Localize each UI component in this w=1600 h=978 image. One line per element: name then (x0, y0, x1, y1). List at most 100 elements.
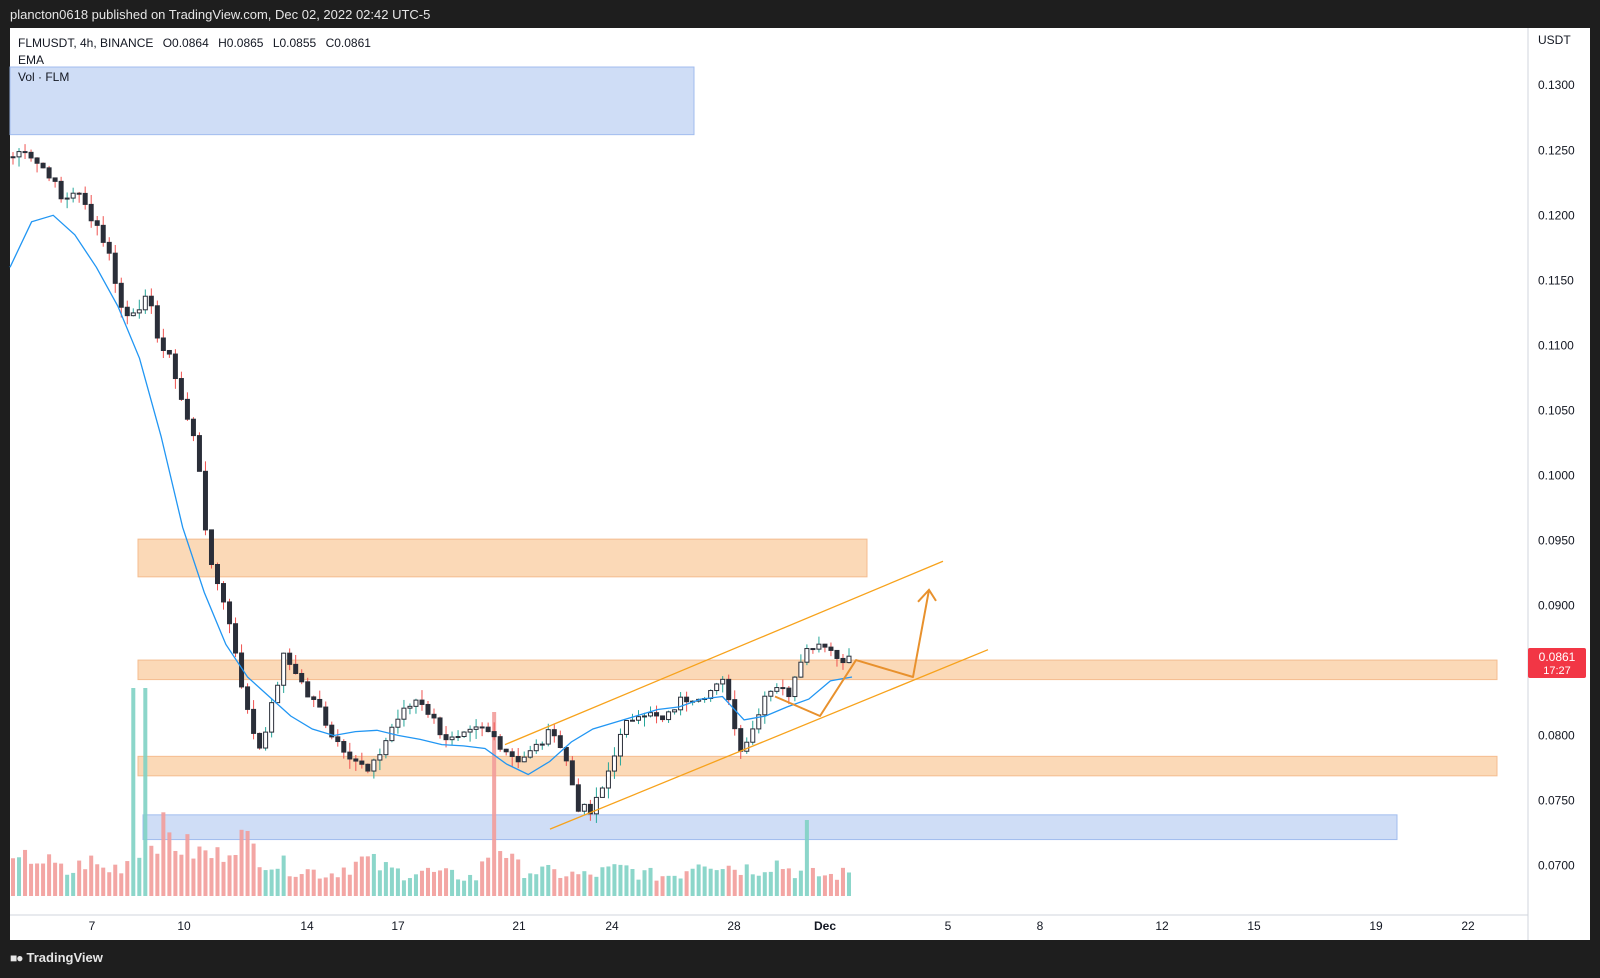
volume-bar (756, 875, 761, 896)
candle (774, 683, 780, 694)
volume-bar (323, 877, 328, 896)
legend-open: O0.0864 (162, 36, 209, 50)
candle-body (281, 652, 287, 686)
candle (245, 683, 251, 714)
candle (744, 737, 750, 754)
volume-bar (456, 879, 461, 896)
candle (383, 737, 389, 759)
time-axis[interactable]: 7 10 14 17 21 24 28 Dec 5 8 12 15 19 22 (89, 919, 1475, 933)
tradingview-logo[interactable]: ■● TradingView (10, 950, 103, 965)
candle-body (714, 683, 720, 692)
time-tick: 14 (300, 919, 314, 933)
zone-layer (9, 66, 1498, 841)
candle (76, 191, 82, 203)
candle-body (611, 755, 617, 772)
candle (635, 710, 641, 725)
candle (221, 581, 227, 610)
candle-body (732, 699, 738, 730)
legend-ema[interactable]: EMA (18, 53, 45, 67)
volume-bar (137, 857, 142, 896)
candle (708, 689, 714, 702)
zone-supply (9, 66, 695, 136)
candle (473, 719, 479, 739)
candle-body (642, 715, 648, 718)
time-tick: 15 (1247, 919, 1261, 933)
candle (479, 722, 485, 737)
candle (106, 237, 112, 261)
volume-bar (281, 855, 286, 896)
candle (166, 349, 172, 358)
candle (527, 745, 533, 759)
candle (623, 719, 629, 738)
volume-bar (263, 870, 268, 896)
volume-bar (822, 875, 827, 896)
candle (569, 756, 575, 786)
candle-body (533, 743, 539, 752)
candle (467, 725, 473, 742)
volume-bar (558, 877, 563, 896)
candle-body (503, 748, 509, 753)
time-tick: 10 (177, 919, 191, 933)
price-axis[interactable]: 0.1300 0.1250 0.1200 0.1150 0.1100 0.1050 0.10… (1538, 78, 1575, 872)
chart-frame[interactable] (10, 28, 1590, 940)
candle-body (10, 156, 16, 159)
candle (58, 176, 64, 203)
volume-bar (570, 871, 575, 896)
candle-body (178, 378, 184, 400)
candle (768, 690, 774, 702)
volume-bar (287, 876, 292, 896)
candle (82, 186, 88, 210)
candle (263, 727, 269, 751)
candle-body (407, 705, 413, 709)
zone-demand (142, 814, 1398, 841)
volume-bar (600, 867, 605, 896)
candle-body (786, 687, 792, 698)
candle (804, 644, 810, 666)
candle (52, 177, 58, 188)
volume-bar (528, 873, 533, 896)
candle-body (359, 760, 365, 765)
candle (407, 703, 413, 715)
candle (130, 308, 136, 317)
volume-bar (552, 869, 557, 896)
candle-body (425, 703, 431, 715)
candle-body (648, 712, 654, 717)
volume-bar (347, 874, 352, 896)
volume-bar (462, 880, 467, 896)
candle (449, 731, 455, 746)
candle (720, 676, 726, 693)
volume-bar (143, 688, 148, 896)
candle (798, 654, 804, 678)
volume-bar (480, 861, 485, 896)
volume-bar (678, 878, 683, 896)
volume-bar (582, 871, 587, 896)
candle-body (593, 796, 599, 815)
candle-body (251, 708, 257, 734)
candle-layer (10, 144, 852, 823)
volume-bar (840, 867, 845, 896)
candle-body (762, 695, 768, 716)
volume-bar (329, 873, 334, 896)
candle (714, 682, 720, 695)
candle-body (52, 177, 58, 182)
volume-bar (738, 874, 743, 896)
candle-body (521, 756, 527, 763)
candle (160, 328, 166, 358)
candle-body (148, 295, 154, 307)
last-price-countdown: 17:27 (1543, 665, 1571, 677)
candle (359, 752, 365, 769)
candle (202, 461, 208, 536)
volume-bar (293, 876, 298, 896)
volume-bar (311, 869, 316, 896)
candle-body (467, 728, 473, 733)
volume-bar (245, 830, 250, 896)
legend-symbol[interactable]: FLMUSDT, 4h, BINANCE (18, 36, 154, 50)
legend-volume[interactable]: Vol · FLM (18, 70, 70, 84)
volume-bar (191, 858, 196, 896)
candle (88, 194, 94, 228)
volume-bar (720, 869, 725, 896)
volume-bar (444, 868, 449, 896)
candle-body (720, 678, 726, 685)
candle (431, 708, 437, 724)
